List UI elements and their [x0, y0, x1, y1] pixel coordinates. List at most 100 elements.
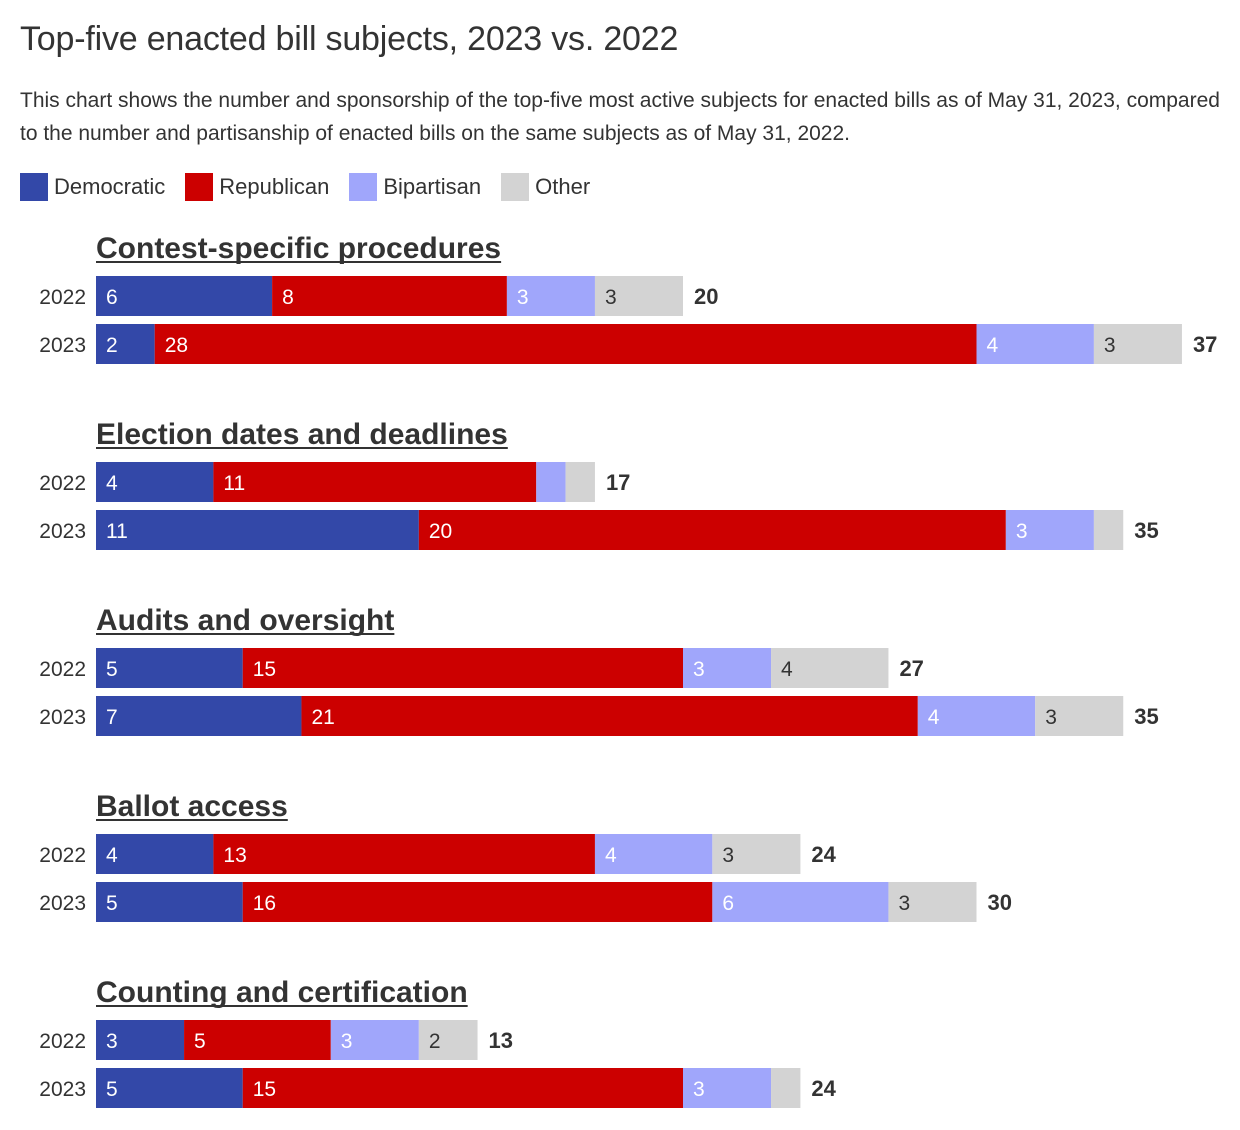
bar-segment-election-dates-and-deadlines-2023-bipartisan [1005, 510, 1094, 550]
bar-segment-ballot-access-2023-democratic [96, 882, 243, 922]
bar-segment-counting-and-certification-2022-republican [184, 1020, 331, 1060]
data-label-ballot-access-2022-republican: 13 [223, 844, 246, 867]
legend-item-bipartisan[interactable]: Bipartisan [349, 173, 481, 201]
data-label-audits-and-oversight-2023-republican: 21 [311, 706, 334, 729]
bar-segment-election-dates-and-deadlines-2022-bipartisan [536, 462, 566, 502]
legend-swatch-other [501, 173, 530, 201]
bar-segment-audits-and-oversight-2023-republican [301, 696, 918, 736]
legend-item-other[interactable]: Other [501, 173, 590, 201]
total-label-election-dates-and-deadlines-2023: 35 [1134, 518, 1158, 543]
year-label-audits-and-oversight-2022: 2022 [39, 658, 86, 681]
data-label-audits-and-oversight-2023-other: 3 [1045, 706, 1057, 729]
data-label-audits-and-oversight-2022-bipartisan: 3 [693, 658, 705, 681]
bar-segment-counting-and-certification-2022-bipartisan [330, 1020, 419, 1060]
bar-segment-contest-specific-procedures-2022-bipartisan [506, 276, 595, 316]
year-label-contest-specific-procedures-2022: 2022 [39, 286, 86, 309]
data-label-ballot-access-2023-other: 3 [898, 892, 910, 915]
group-title-ballot-access: Ballot access [96, 790, 288, 823]
data-label-contest-specific-procedures-2023-republican: 28 [165, 334, 188, 357]
bar-segment-contest-specific-procedures-2022-republican [272, 276, 507, 316]
data-label-election-dates-and-deadlines-2023-democratic: 11 [106, 520, 128, 543]
legend-label-bipartisan: Bipartisan [383, 174, 482, 199]
total-label-audits-and-oversight-2022: 27 [899, 656, 923, 681]
data-label-election-dates-and-deadlines-2022-republican: 11 [223, 472, 245, 495]
data-label-contest-specific-procedures-2022-bipartisan: 3 [517, 286, 529, 309]
bar-segment-contest-specific-procedures-2023-bipartisan [976, 324, 1094, 364]
legend-label-republican: Republican [219, 174, 330, 199]
bar-segment-counting-and-certification-2023-republican [242, 1068, 683, 1108]
data-label-ballot-access-2023-republican: 16 [253, 892, 276, 915]
bar-segment-election-dates-and-deadlines-2023-republican [418, 510, 1006, 550]
chart-legend: Democratic Republican Bipartisan Other [20, 172, 610, 202]
bar-segment-audits-and-oversight-2023-other [1035, 696, 1124, 736]
bar-segment-ballot-access-2022-bipartisan [594, 834, 713, 874]
bar-segment-contest-specific-procedures-2023-republican [154, 324, 977, 364]
group-title-election-dates-and-deadlines: Election dates and deadlines [96, 418, 508, 451]
bar-segment-audits-and-oversight-2022-democratic [96, 648, 243, 688]
bar-segment-contest-specific-procedures-2023-other [1093, 324, 1182, 364]
data-label-contest-specific-procedures-2022-republican: 8 [282, 286, 294, 309]
bar-segment-counting-and-certification-2023-democratic [96, 1068, 243, 1108]
bar-segment-audits-and-oversight-2022-other [771, 648, 889, 688]
data-label-election-dates-and-deadlines-2023-republican: 20 [429, 520, 452, 543]
total-label-audits-and-oversight-2023: 35 [1134, 704, 1158, 729]
data-label-contest-specific-procedures-2022-other: 3 [605, 286, 617, 309]
chart-title: Top-five enacted bill subjects, 2023 vs.… [20, 20, 679, 58]
year-label-election-dates-and-deadlines-2022: 2022 [39, 472, 86, 495]
bar-segment-contest-specific-procedures-2022-other [594, 276, 683, 316]
data-label-contest-specific-procedures-2022-democratic: 6 [106, 286, 118, 309]
bar-segment-ballot-access-2023-republican [242, 882, 713, 922]
data-label-ballot-access-2022-bipartisan: 4 [605, 844, 617, 867]
chart-subtitle: This chart shows the number and sponsors… [20, 89, 1220, 145]
data-label-audits-and-oversight-2022-other: 4 [781, 658, 793, 681]
legend-swatch-bipartisan [349, 173, 378, 201]
total-label-election-dates-and-deadlines-2022: 17 [606, 470, 630, 495]
legend-label-democratic: Democratic [54, 174, 166, 199]
bar-segment-ballot-access-2022-republican [213, 834, 595, 874]
data-label-counting-and-certification-2022-democratic: 3 [106, 1030, 118, 1053]
bar-segment-counting-and-certification-2023-bipartisan [683, 1068, 772, 1108]
data-label-ballot-access-2022-other: 3 [722, 844, 734, 867]
group-title-contest-specific-procedures: Contest-specific procedures [96, 232, 501, 265]
data-label-audits-and-oversight-2022-republican: 15 [253, 658, 276, 681]
total-label-counting-and-certification-2022: 13 [489, 1028, 513, 1053]
total-label-contest-specific-procedures-2023: 37 [1193, 332, 1217, 357]
bar-segment-ballot-access-2023-other [888, 882, 977, 922]
legend-item-democratic[interactable]: Democratic [20, 173, 165, 201]
bar-segment-counting-and-certification-2023-other [771, 1068, 801, 1108]
year-label-audits-and-oversight-2023: 2023 [39, 706, 86, 729]
bar-segment-audits-and-oversight-2023-bipartisan [917, 696, 1036, 736]
data-label-ballot-access-2023-bipartisan: 6 [722, 892, 734, 915]
bar-segment-counting-and-certification-2022-other [418, 1020, 478, 1060]
data-label-election-dates-and-deadlines-2022-democratic: 4 [106, 472, 118, 495]
data-label-election-dates-and-deadlines-2023-bipartisan: 3 [1016, 520, 1028, 543]
legend-swatch-republican [185, 173, 214, 201]
bar-segment-ballot-access-2022-other [712, 834, 801, 874]
data-label-counting-and-certification-2022-other: 2 [429, 1030, 441, 1053]
data-label-audits-and-oversight-2023-bipartisan: 4 [928, 706, 940, 729]
data-label-ballot-access-2022-democratic: 4 [106, 844, 118, 867]
group-title-counting-and-certification: Counting and certification [96, 976, 468, 1009]
year-label-counting-and-certification-2022: 2022 [39, 1030, 86, 1053]
data-label-counting-and-certification-2023-democratic: 5 [106, 1078, 118, 1101]
year-label-ballot-access-2023: 2023 [39, 892, 86, 915]
data-label-counting-and-certification-2022-bipartisan: 3 [341, 1030, 353, 1053]
bar-segment-counting-and-certification-2022-democratic [96, 1020, 185, 1060]
legend-item-republican[interactable]: Republican [185, 173, 329, 201]
total-label-contest-specific-procedures-2022: 20 [694, 284, 718, 309]
bar-segment-election-dates-and-deadlines-2023-other [1093, 510, 1124, 550]
bar-segment-audits-and-oversight-2022-bipartisan [683, 648, 772, 688]
data-label-audits-and-oversight-2023-democratic: 7 [106, 706, 118, 729]
bar-segment-audits-and-oversight-2023-democratic [96, 696, 302, 736]
year-label-counting-and-certification-2023: 2023 [39, 1078, 86, 1101]
bar-segment-contest-specific-procedures-2023-democratic [96, 324, 155, 364]
bar-segment-audits-and-oversight-2022-republican [242, 648, 683, 688]
data-label-counting-and-certification-2023-republican: 15 [253, 1078, 276, 1101]
year-label-contest-specific-procedures-2023: 2023 [39, 334, 86, 357]
data-label-contest-specific-procedures-2023-other: 3 [1104, 334, 1116, 357]
total-label-ballot-access-2022: 24 [811, 842, 836, 867]
total-label-ballot-access-2023: 30 [988, 890, 1012, 915]
group-title-audits-and-oversight: Audits and oversight [96, 604, 394, 637]
bar-segment-election-dates-and-deadlines-2022-other [565, 462, 595, 502]
